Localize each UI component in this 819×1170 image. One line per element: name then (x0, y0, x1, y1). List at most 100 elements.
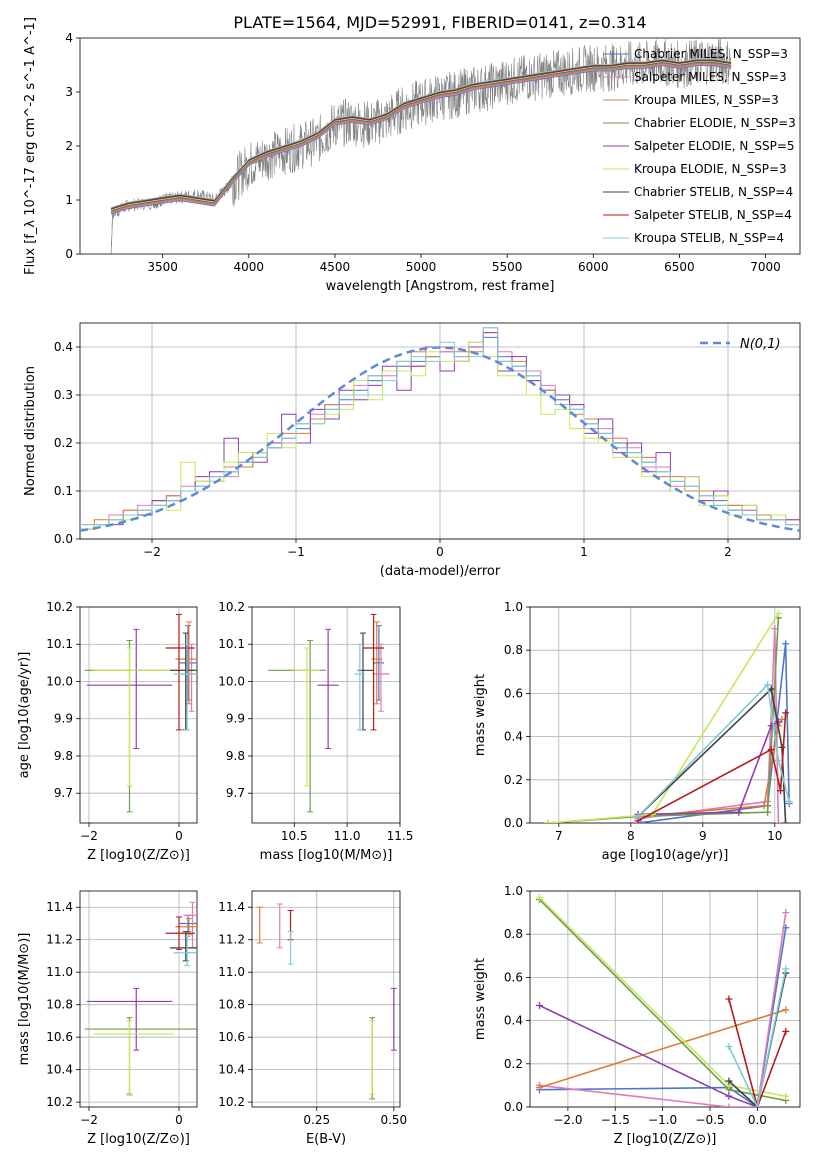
y-tick-label: 0.8 (504, 927, 523, 941)
y-tick-label: 0.2 (504, 773, 523, 787)
y-tick-label: 9.9 (226, 712, 245, 726)
figure-title: PLATE=1564, MJD=52991, FIBERID=0141, z=0… (233, 13, 646, 32)
model-line-chabrier_stelib (110, 60, 732, 210)
x-tick-label: 0.50 (380, 1113, 407, 1127)
x-axis-label: (data-model)/error (380, 564, 501, 579)
panel-mass_vs_Z: −2 0 10.2 10.4 10.6 10.8 11.0 11.2 11.4 Z [log10(… (17, 890, 198, 1147)
axes-frame (79, 322, 801, 540)
legend-entry: Kroupa MILES, N_SSP=3 (634, 93, 779, 107)
weight-marker-chabrier_stelib (782, 819, 790, 823)
y-tick-label: 9.7 (54, 786, 73, 800)
axes-frame (251, 890, 401, 1108)
axes-frame (79, 606, 198, 824)
y-tick-label: 10.1 (218, 637, 245, 651)
legend-entry: Kroupa STELIB, N_SSP=4 (634, 231, 784, 245)
legend-entry: Salpeter STELIB, N_SSP=4 (634, 208, 792, 222)
y-tick-label: 1.0 (504, 884, 523, 898)
weight-marker-chabrier_stelib (778, 743, 786, 751)
y-tick-label: 3 (65, 85, 73, 99)
y-axis-label: mass weight (473, 674, 488, 756)
axes-frame (79, 890, 198, 1108)
y-tick-label: 0 (65, 247, 73, 261)
y-tick-label: 11.0 (218, 965, 245, 979)
legend-entry: Kroupa ELODIE, N_SSP=3 (634, 162, 787, 176)
y-tick-label: 10.2 (46, 600, 73, 614)
weight-marker-kroupa_stelib (764, 681, 772, 689)
y-tick-label: 0.4 (504, 730, 523, 744)
y-tick-label: 0.8 (504, 643, 523, 657)
y-tick-label: 11.2 (46, 933, 73, 947)
y-tick-label: 11.4 (46, 900, 73, 914)
weight-marker-kroupa_elodie (774, 609, 782, 617)
y-tick-label: 0.6 (504, 970, 523, 984)
x-tick-label: 10 (767, 829, 782, 843)
y-tick-label: 10.6 (218, 1030, 245, 1044)
x-tick-label: 0.0 (748, 1113, 767, 1127)
y-tick-label: 1 (65, 193, 73, 207)
weight-marker-salpeter_elodie (735, 808, 743, 816)
weight-marker-chabrier_stelib (725, 1077, 733, 1085)
y-tick-label: 10.2 (46, 1095, 73, 1109)
plot-area (84, 613, 197, 813)
axes-frame (79, 37, 801, 255)
weight-marker-kroupa_elodie (782, 1092, 790, 1100)
x-axis-label: E(B-V) (306, 1132, 346, 1147)
x-axis-label: mass [log10(M/M⊙)] (260, 848, 393, 863)
weight-marker-kroupa_stelib (634, 813, 642, 821)
weight-marker-salpeter_miles (725, 1103, 733, 1107)
x-axis-label: Z [log10(Z/Z⊙)] (87, 848, 190, 863)
y-tick-label: 10.6 (46, 1030, 73, 1044)
y-tick-label: 0.6 (504, 686, 523, 700)
x-tick-label: −1 (287, 545, 305, 559)
x-tick-label: −0.5 (695, 1113, 724, 1127)
y-tick-label: 10.0 (218, 674, 245, 688)
legend-entry: Salpeter ELODIE, N_SSP=5 (634, 139, 795, 153)
model-line-kroupa_stelib (110, 58, 732, 209)
y-tick-label: 0.4 (504, 1014, 523, 1028)
y-tick-label: 10.4 (46, 1063, 73, 1077)
axes-frame (529, 606, 801, 824)
gaussian-curve (80, 346, 800, 532)
model-line-chabrier_miles (110, 64, 732, 215)
y-axis-label: Normed distribution (23, 366, 38, 496)
panel-age_vs_Z: −2 0 9.7 9.8 9.9 10.0 10.1 10.2 Z [log10(Z/Z⊙)] a… (17, 600, 198, 863)
weight-marker-salpeter_elodie (725, 1092, 733, 1100)
y-axis-label: Flux [f_λ 10^-17 erg cm^-2 s^-1 A^-1] (23, 17, 38, 275)
weight-marker-salpeter_elodie (535, 1001, 543, 1009)
x-tick-label: 0 (175, 829, 183, 843)
y-tick-label: 0.0 (54, 532, 73, 546)
x-tick-label: 11.5 (387, 829, 414, 843)
y-tick-label: 0.0 (504, 816, 523, 830)
x-tick-label: −2 (80, 1113, 98, 1127)
x-tick-label: −2.0 (553, 1113, 582, 1127)
weight-marker-chabrier_miles (782, 640, 790, 648)
x-tick-label: 10.5 (281, 829, 308, 843)
y-axis-label: mass weight (473, 958, 488, 1040)
y-tick-label: 11.4 (218, 900, 245, 914)
y-tick-label: 10.8 (46, 998, 73, 1012)
weight-marker-kroupa_miles (778, 715, 786, 723)
legend-entry: Chabrier STELIB, N_SSP=4 (634, 185, 793, 199)
weight-line-kroupa_miles (637, 718, 783, 818)
weight-line-salpeter_miles (539, 912, 787, 1107)
y-tick-label: 0.1 (54, 484, 73, 498)
plot-area (535, 893, 790, 1107)
x-tick-label: 6500 (664, 260, 695, 274)
y-tick-label: 0.3 (54, 388, 73, 402)
legend: N(0,1) (700, 337, 781, 352)
plot-area (267, 613, 390, 813)
plot-area (80, 327, 800, 532)
model-line-chabrier_elodie (110, 62, 732, 213)
weight-line-kroupa_stelib (637, 683, 790, 818)
panel-weight_vs_age: 7 8 9 10 0.0 0.2 0.4 0.6 0.8 1.0 age [log10(age/yr… (473, 600, 801, 863)
weight-marker-kroupa_stelib (753, 1103, 761, 1107)
weight-line-chabrier_miles (539, 927, 787, 1107)
weight-line-salpeter_stelib (728, 998, 787, 1107)
weight-line-chabrier_stelib (637, 687, 787, 823)
x-tick-label: 1 (580, 545, 588, 559)
weight-marker-salpeter_miles (782, 909, 790, 917)
weight-marker-kroupa_stelib (785, 797, 793, 805)
x-tick-label: 8 (627, 829, 635, 843)
plot-area (84, 901, 197, 1097)
